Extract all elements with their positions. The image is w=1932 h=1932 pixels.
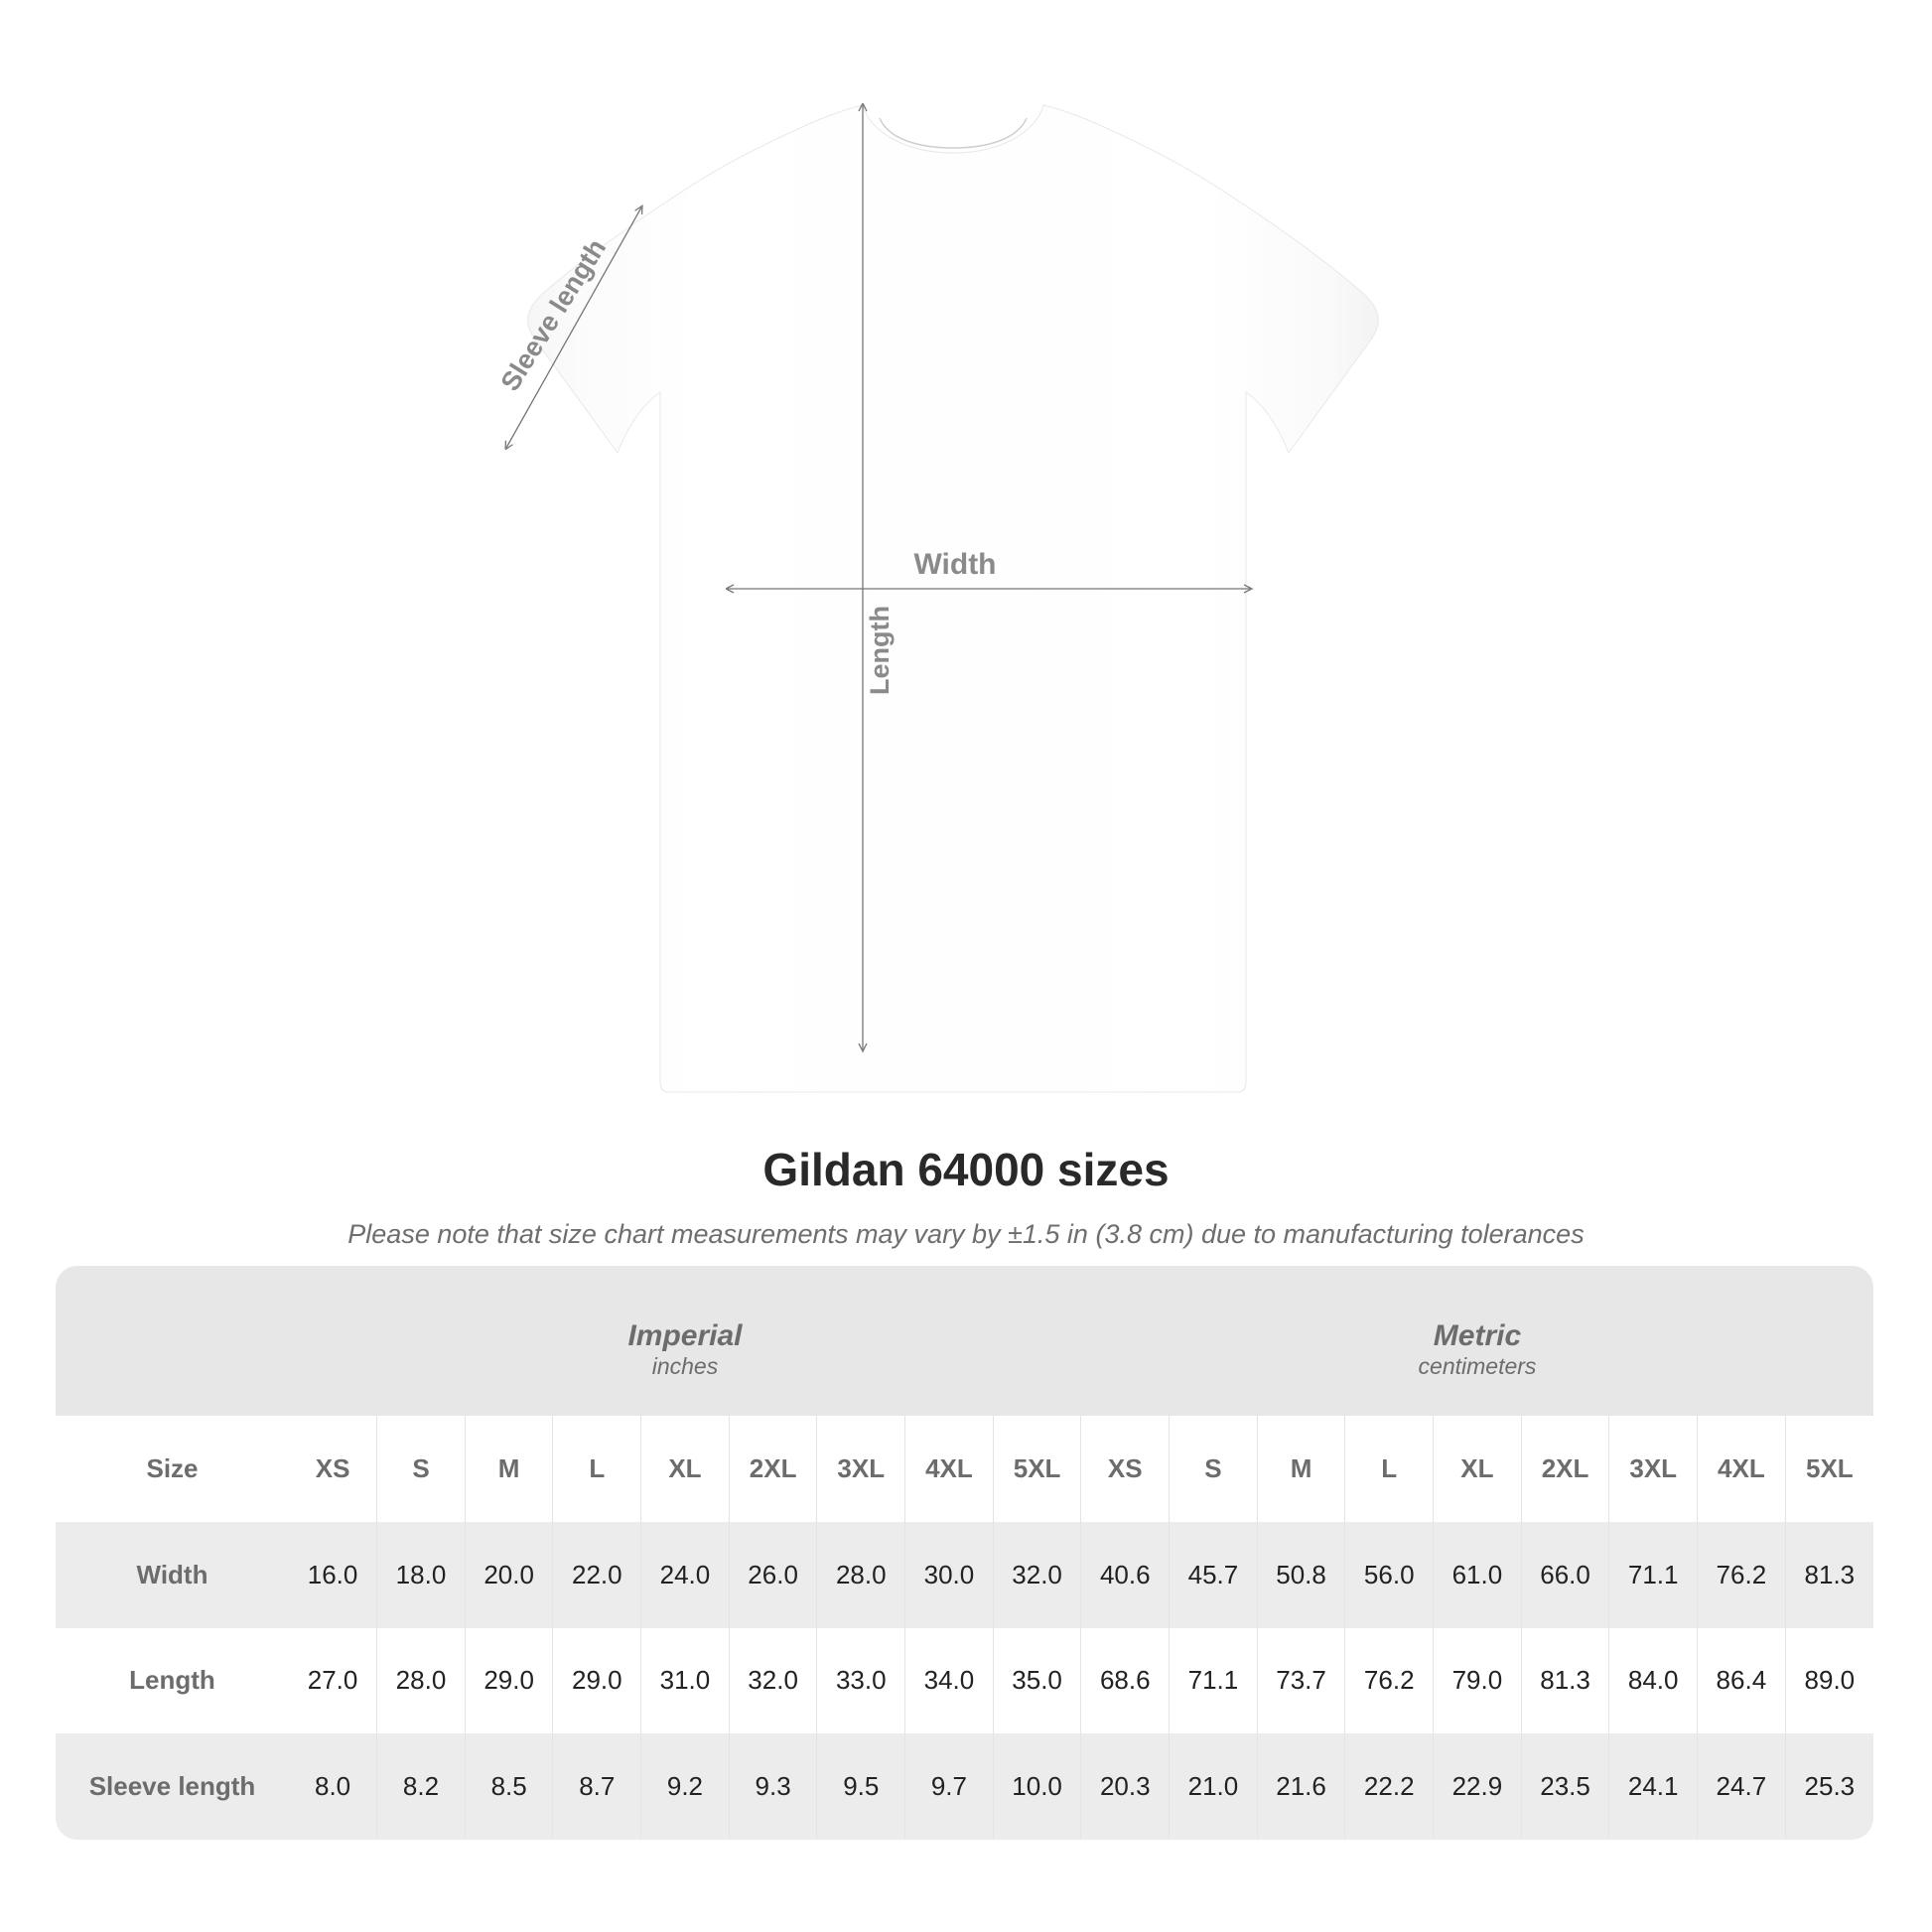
svg-text:Length: Length bbox=[865, 606, 895, 695]
svg-text:Width: Width bbox=[913, 548, 996, 581]
